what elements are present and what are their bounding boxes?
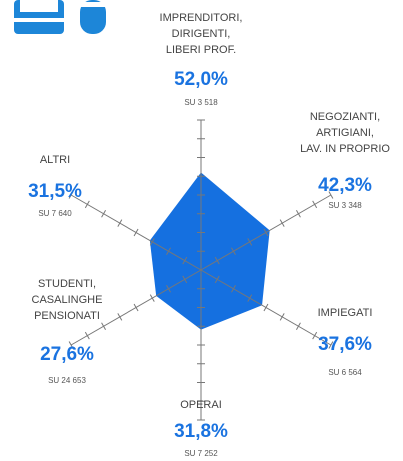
tick-mark — [182, 256, 188, 265]
tick-mark — [247, 238, 253, 246]
base-label: SU 6 564 — [328, 368, 362, 377]
category-label: NEGOZIANTI, ARTIGIANI, LAV. IN PROPRIO — [300, 111, 390, 155]
label-line: DIRIGENTI, — [172, 28, 231, 40]
category-label: IMPIEGATI — [318, 307, 373, 319]
label-line: LIBERI PROF. — [166, 44, 236, 56]
tick-mark — [101, 322, 107, 330]
tick-mark — [279, 313, 285, 321]
label-line: NEGOZIANTI, — [310, 111, 380, 123]
tick-mark — [133, 303, 139, 312]
category-label: ALTRI — [40, 154, 70, 166]
tick-mark — [328, 341, 334, 349]
tick-mark — [263, 303, 269, 312]
tick-mark — [279, 219, 285, 227]
category-label: IMPRENDITORI, DIRIGENTI, LIBERI PROF. — [160, 12, 243, 56]
base-label: SU 7 640 — [38, 209, 72, 218]
base-label: SU 3 518 — [184, 98, 218, 107]
tick-mark — [295, 322, 301, 330]
label-line: OPERAI — [180, 399, 222, 411]
tick-mark — [182, 275, 188, 284]
label-line: PENSIONATI — [34, 310, 100, 322]
radar-area — [149, 172, 270, 330]
tick-mark — [101, 210, 107, 218]
label-line: CASALINGHE — [32, 294, 103, 306]
tick-mark — [247, 294, 253, 302]
value-label: 42,3% — [318, 175, 372, 196]
tick-mark — [117, 219, 123, 227]
tick-mark — [231, 285, 236, 293]
tick-mark — [263, 228, 269, 237]
value-label: 37,6% — [318, 334, 372, 355]
tick-mark — [149, 238, 155, 246]
tick-mark — [68, 341, 74, 349]
tick-mark — [117, 313, 123, 321]
category-label: STUDENTI, CASALINGHE PENSIONATI — [32, 278, 103, 322]
value-label: 52,0% — [174, 69, 228, 90]
tick-mark — [328, 191, 334, 199]
icons — [14, 0, 110, 34]
tick-mark — [166, 285, 171, 293]
label-line: ARTIGIANI, — [316, 127, 374, 139]
label-line: IMPIEGATI — [318, 307, 373, 319]
tick-mark — [133, 228, 139, 237]
category-label: OPERAI — [180, 399, 222, 411]
tick-mark — [149, 294, 155, 302]
tick-mark — [68, 191, 74, 199]
tick-mark — [295, 210, 301, 218]
tick-mark — [312, 200, 318, 209]
tick-mark — [214, 256, 220, 265]
tick-mark — [166, 247, 171, 255]
label-line: STUDENTI, — [38, 278, 96, 290]
label-line: IMPRENDITORI, — [160, 12, 243, 24]
value-label: 31,8% — [174, 421, 228, 442]
tick-mark — [84, 331, 90, 340]
label-line: LAV. IN PROPRIO — [300, 143, 390, 155]
value-label: 27,6% — [40, 344, 94, 365]
tick-mark — [84, 200, 90, 209]
tick-mark — [214, 275, 220, 284]
base-label: SU 24 653 — [48, 376, 86, 385]
base-label: SU 7 252 — [184, 449, 218, 458]
tick-mark — [231, 247, 236, 255]
label-line: ALTRI — [40, 154, 70, 166]
base-label: SU 3 348 — [328, 201, 362, 210]
tick-mark — [312, 331, 318, 340]
value-label: 31,5% — [28, 181, 82, 202]
